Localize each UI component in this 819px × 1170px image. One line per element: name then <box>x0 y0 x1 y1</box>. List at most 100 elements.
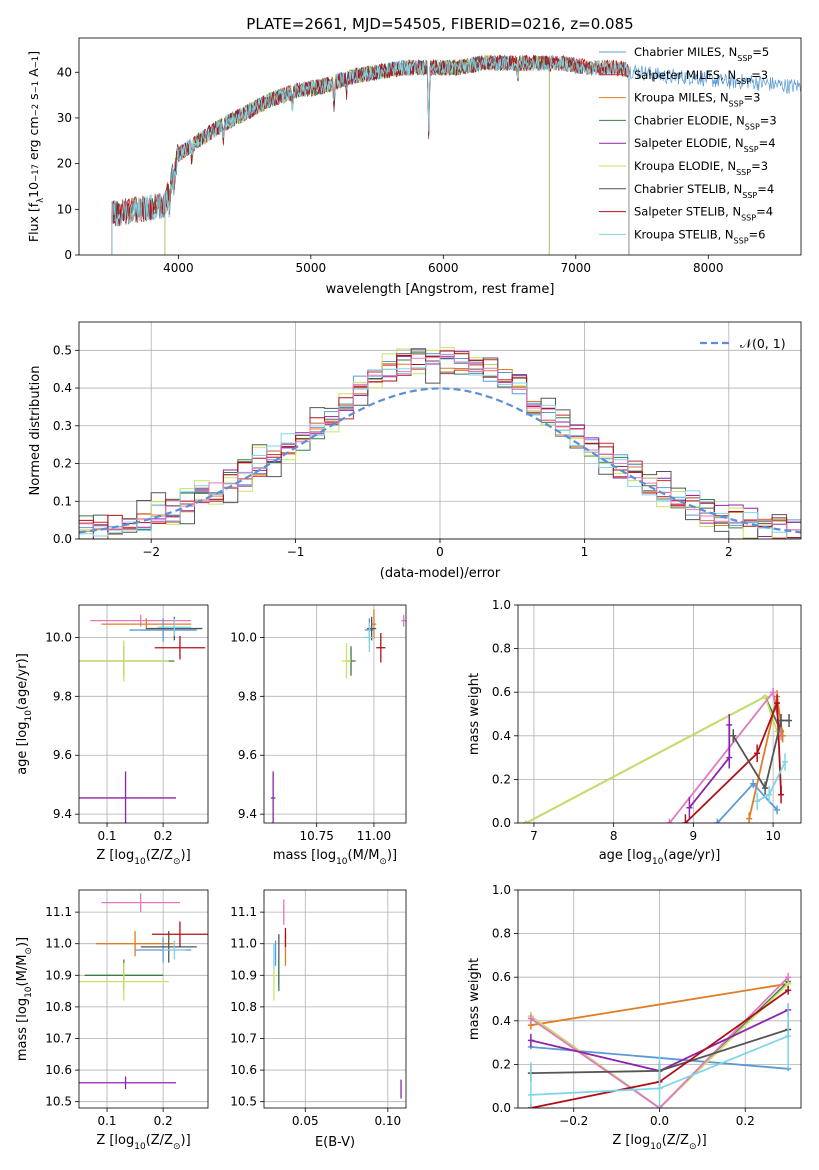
label-part: ⊙ <box>173 857 181 867</box>
y-tick-label: 10.0 <box>45 630 72 644</box>
y-tick-label: 10.5 <box>230 1095 257 1109</box>
label-part: mass [log <box>15 998 30 1061</box>
data-point <box>341 643 352 679</box>
label-part: −1 <box>31 56 41 69</box>
data-point <box>367 616 377 641</box>
y-tick-label: 0.0 <box>492 816 511 830</box>
axes-frame <box>517 604 802 824</box>
y-axis-label: mass [log10(M/M⊙)] <box>15 937 34 1061</box>
plot-area <box>79 347 801 539</box>
x-tick-label: 8 <box>610 829 618 843</box>
spectrum-line <box>111 53 801 255</box>
y-axis-label: Normed distribution <box>28 366 43 496</box>
legend-entry: Kroupa ELODIE, NSSP=3 <box>634 159 768 177</box>
label-part: ⊙ <box>689 1142 697 1152</box>
label-part: age [log <box>599 848 652 863</box>
legend-entry-part: Chabrier MILES, N <box>634 45 737 59</box>
legend-entry: Chabrier ELODIE, NSSP=3 <box>634 113 777 130</box>
spectrum-line <box>164 54 550 255</box>
y-tick-label: 10.9 <box>230 968 257 982</box>
label-part: ⊙ <box>173 1142 181 1152</box>
y-tick-label: 9.8 <box>238 689 257 703</box>
legend-entry-part: =3 <box>760 113 777 127</box>
y-tick-label: 0.4 <box>492 729 511 743</box>
data-point <box>274 940 277 966</box>
data-point <box>154 635 206 660</box>
x-tick-label: −0.2 <box>559 1114 588 1128</box>
x-tick-label: 0.1 <box>97 1114 116 1128</box>
x-tick-label: 2 <box>725 545 733 559</box>
y-tick-label: 0.4 <box>492 1014 511 1028</box>
data-point <box>95 931 175 957</box>
y-tick-label: 0.1 <box>53 494 72 508</box>
x-tick-label: 1 <box>581 545 589 559</box>
y-tick-label: 9.6 <box>238 748 257 762</box>
legend-entry-part: Kroupa MILES, N <box>634 91 729 105</box>
plot-area <box>79 893 208 1090</box>
y-tick-label: 11.0 <box>45 937 72 951</box>
label-part: mass [log <box>273 848 336 863</box>
weight-line <box>688 724 731 809</box>
weight-series <box>666 687 785 823</box>
legend-entry-part: Kroupa STELIB, N <box>634 227 734 241</box>
plot-area <box>273 899 402 1099</box>
weight-line <box>530 983 789 1108</box>
axes-frame <box>517 889 802 1109</box>
label-part: 10 <box>24 986 34 998</box>
x-tick-label: 0 <box>436 545 444 559</box>
data-point <box>371 609 377 639</box>
label-part: s <box>26 93 41 104</box>
axes-frame <box>78 321 802 540</box>
y-tick-label: 20 <box>57 157 72 171</box>
x-axis-label: mass [log10(M/M⊙)] <box>273 848 397 867</box>
spectrum-line <box>111 55 630 255</box>
y-tick-label: 30 <box>57 111 72 125</box>
panel-residuals: −2 −1 0 1 2 0.0 0.1 0.2 0.3 0.4 0.5 (data-model)/er… <box>28 321 802 581</box>
y-axis-label: mass weight <box>467 958 482 1040</box>
x-tick-label: 8000 <box>693 261 724 275</box>
normal-reference-curve <box>79 387 801 534</box>
panel-massweight_vs_Z: −0.2 0.0 0.2 0.0 0.2 0.4 0.6 0.8 1.0 Z [log10(Z/Z… <box>467 883 802 1152</box>
y-tick-label: 0.3 <box>53 419 72 433</box>
data-point <box>79 640 169 682</box>
legend-entry-part: =4 <box>757 182 774 196</box>
y-tick-label: 40 <box>57 65 72 79</box>
legend-entry-part: SSP <box>736 168 751 177</box>
x-axis-label: (data-model)/error <box>380 566 501 581</box>
spectrum-line <box>111 54 630 255</box>
plot-area <box>79 614 206 823</box>
y-tick-label: 0.2 <box>492 1057 511 1071</box>
y-tick-label: 10.7 <box>230 1031 257 1045</box>
label-part: (age/yr)] <box>663 848 720 863</box>
figure-title: PLATE=2661, MJD=54505, FIBERID=0216, z=0… <box>246 15 633 33</box>
weight-series <box>686 714 733 819</box>
legend-entry-part: SSP <box>741 213 756 222</box>
data-point <box>376 632 386 663</box>
weight-series <box>522 694 781 823</box>
label-part: )] <box>15 937 30 947</box>
label-part: )] <box>181 848 191 863</box>
data-point <box>157 618 192 636</box>
legend-entry-part: SSP <box>734 236 749 245</box>
y-tick-label: 10.8 <box>45 1000 72 1014</box>
axes-frame <box>263 889 407 1109</box>
weight-series <box>754 753 789 810</box>
x-tick-label: 0.2 <box>154 829 173 843</box>
y-tick-label: 10 <box>57 202 72 216</box>
label-part: age [log <box>15 722 30 775</box>
plot-area <box>527 972 792 1108</box>
label-part: )] <box>181 1133 191 1148</box>
x-tick-label: 6000 <box>428 261 459 275</box>
legend-entry-part: Salpeter ELODIE, N <box>634 136 744 150</box>
y-tick-label: 1.0 <box>492 598 511 612</box>
axes-frame <box>78 604 209 824</box>
x-tick-label: 0.1 <box>97 829 116 843</box>
legend-entry-part: Salpeter STELIB, N <box>634 205 741 219</box>
label-part: −17 <box>31 164 41 182</box>
x-axis-label: Z [log10(Z/Z⊙)] <box>96 848 190 867</box>
legend-entry-part: SSP <box>742 190 757 199</box>
y-tick-label: 0.6 <box>492 970 511 984</box>
legend-entry: Chabrier MILES, NSSP=5 <box>634 45 769 63</box>
